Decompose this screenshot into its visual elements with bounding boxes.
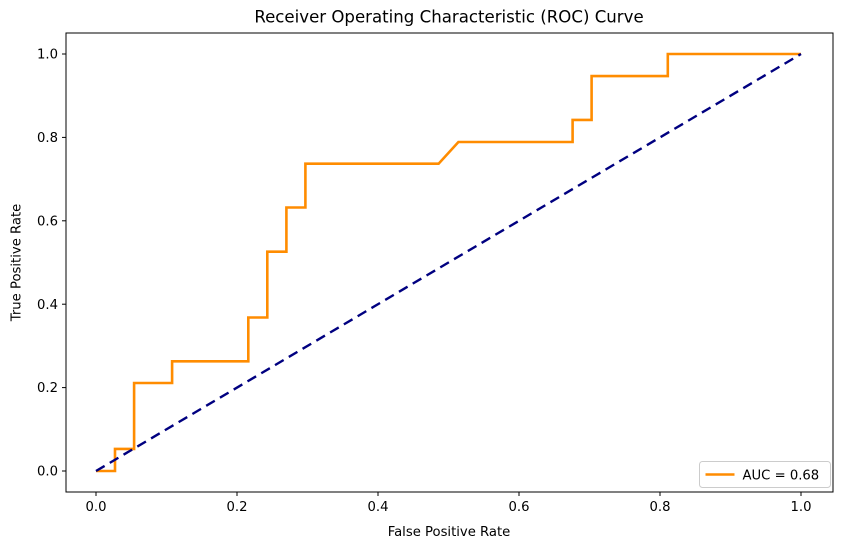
roc-curve: [96, 52, 801, 473]
y-tick-label: 0.2: [37, 381, 58, 396]
y-tick-label: 1.0: [37, 48, 58, 63]
x-tick-label: 0.2: [227, 500, 248, 515]
x-axis-label: False Positive Rate: [388, 525, 511, 540]
chance-diagonal: [95, 52, 802, 473]
legend: AUC = 0.68: [699, 461, 831, 488]
plot-border: [65, 32, 834, 493]
y-tick-label: 0.4: [37, 298, 58, 313]
x-tick-label: 0.4: [368, 500, 389, 515]
legend-box: [699, 461, 831, 488]
x-tick-label: 0.6: [509, 500, 530, 515]
y-tick-label: 0.0: [37, 465, 58, 480]
y-tick-label: 0.8: [37, 131, 58, 146]
legend-label: AUC = 0.68: [743, 469, 820, 484]
x-tick-label: 0.8: [650, 500, 671, 515]
x-tick-label: 1.0: [791, 500, 812, 515]
chart-title: Receiver Operating Characteristic (ROC) …: [254, 8, 643, 27]
y-axis-label: True Positive Rate: [10, 204, 25, 322]
y-tick-label: 0.6: [37, 214, 58, 229]
x-tick-label: 0.0: [86, 500, 107, 515]
axis-ticks: 0.0 0.2 0.4 0.6 0.8 1.0 0.0 0.2 0.4 0.6 0.8 1.0: [37, 48, 811, 515]
plot-series: [95, 52, 802, 473]
